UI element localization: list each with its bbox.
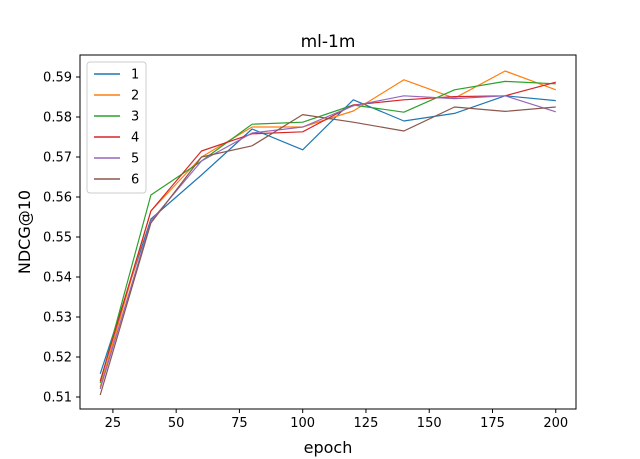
x-axis: 25 50 75 100 125 150 175 200 <box>105 409 568 431</box>
x-axis-label: epoch <box>304 438 353 457</box>
x-tick-label: 100 <box>290 416 315 431</box>
y-tick-label: 0.53 <box>43 311 72 326</box>
x-tick-label: 50 <box>168 416 185 431</box>
y-tick-label: 0.52 <box>43 351 72 366</box>
series-line-1 <box>99 95 556 374</box>
y-tick-label: 0.51 <box>43 391 72 406</box>
legend-label-6: 6 <box>131 173 139 188</box>
chart-title: ml-1m <box>301 32 356 52</box>
y-tick-label: 0.58 <box>43 111 72 126</box>
legend-label-4: 4 <box>131 131 139 146</box>
y-tick-label: 0.57 <box>43 151 72 166</box>
y-tick-label: 0.54 <box>43 271 72 286</box>
x-tick-label: 150 <box>417 416 442 431</box>
legend: 1 2 3 4 5 6 <box>86 61 147 194</box>
x-tick-label: 75 <box>231 416 248 431</box>
x-tick-label: 200 <box>543 416 568 431</box>
y-axis: 0.51 0.52 0.53 0.54 0.55 0.56 0.57 0.58 0.59 <box>43 71 80 406</box>
legend-label-1: 1 <box>131 68 139 83</box>
plot-frame <box>79 54 577 410</box>
x-tick-label: 125 <box>354 416 379 431</box>
series-line-4 <box>99 81 556 382</box>
y-axis-label: NDCG@10 <box>15 190 34 274</box>
y-tick-label: 0.55 <box>43 231 72 246</box>
series-line-6 <box>99 106 556 396</box>
series-line-5 <box>99 95 556 390</box>
y-tick-label: 0.56 <box>43 191 72 206</box>
x-tick-label: 25 <box>105 416 122 431</box>
y-tick-label: 0.59 <box>43 71 72 86</box>
x-tick-label: 175 <box>480 416 505 431</box>
legend-label-2: 2 <box>131 89 139 104</box>
legend-label-5: 5 <box>131 152 139 167</box>
legend-label-3: 3 <box>131 110 139 125</box>
series-line-3 <box>99 80 556 384</box>
plot-lines <box>99 70 557 396</box>
